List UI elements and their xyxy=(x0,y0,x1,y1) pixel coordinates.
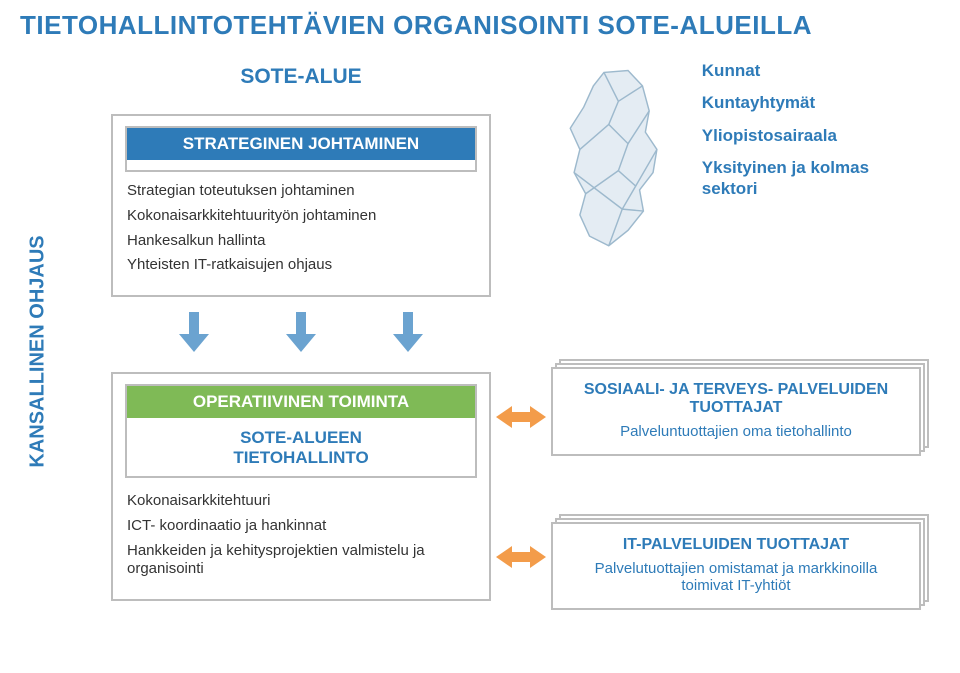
strategic-wrapper: STRATEGINEN JOHTAMINEN xyxy=(125,126,477,172)
down-arrow-icon xyxy=(177,312,211,352)
region-map-icon xyxy=(551,61,686,261)
main-row: KANSALLINEN OHJAUS SOTE-ALUE STRATEGINEN… xyxy=(20,61,940,631)
national-guidance-sidebar: KANSALLINEN OHJAUS xyxy=(20,71,56,631)
right-column: Kunnat Kuntayhtymät Yliopistosairaala Yk… xyxy=(551,61,921,610)
left-column: SOTE-ALUE STRATEGINEN JOHTAMINEN Strateg… xyxy=(111,61,491,601)
operative-items: Kokonaisarkkitehtuuri ICT- koordinaatio … xyxy=(125,478,477,579)
operative-item: Hankkeiden ja kehitysprojektien valmiste… xyxy=(127,542,475,580)
strategic-header: STRATEGINEN JOHTAMINEN xyxy=(127,128,475,160)
entity-label: Kuntayhtymät xyxy=(702,93,921,113)
strategic-item: Hankesalkun hallinta xyxy=(127,232,475,251)
producers-title: SOSIAALI- JA TERVEYS- PALVELUIDEN TUOTTA… xyxy=(567,381,905,417)
strategic-item: Strategian toteutuksen johtaminen xyxy=(127,182,475,201)
operative-item: ICT- koordinaatio ja hankinnat xyxy=(127,517,475,536)
stack-front: SOSIAALI- JA TERVEYS- PALVELUIDEN TUOTTA… xyxy=(551,367,921,456)
it-producers-title: IT-PALVELUIDEN TUOTTAJAT xyxy=(567,536,905,554)
down-arrow-icon xyxy=(284,312,318,352)
strategic-box: STRATEGINEN JOHTAMINEN Strategian toteut… xyxy=(111,114,491,297)
it-producers-sub: Palvelutuottajien omistamat ja markkinoi… xyxy=(567,560,905,594)
right-top: Kunnat Kuntayhtymät Yliopistosairaala Yk… xyxy=(551,61,921,261)
stack-front: IT-PALVELUIDEN TUOTTAJAT Palvelutuottaji… xyxy=(551,522,921,610)
entity-label: Yksityinen ja kolmas sektori xyxy=(702,158,921,199)
entity-label: Yliopistosairaala xyxy=(702,126,921,146)
producers-sub: Palveluntuottajien oma tietohallinto xyxy=(567,423,905,440)
page-title: TIETOHALLINTOTEHTÄVIEN ORGANISOINTI SOTE… xyxy=(20,10,940,41)
down-arrows-row xyxy=(141,312,461,352)
sote-alue-title: SOTE-ALUE xyxy=(111,65,491,89)
strategic-item: Kokonaisarkkitehtuurityön johtaminen xyxy=(127,207,475,226)
page: TIETOHALLINTOTEHTÄVIEN ORGANISOINTI SOTE… xyxy=(0,0,960,673)
operative-box: OPERATIIVINEN TOIMINTA SOTE-ALUEEN TIETO… xyxy=(111,372,491,601)
down-arrow-icon xyxy=(391,312,425,352)
sidebar-label: KANSALLINEN OHJAUS xyxy=(27,235,50,467)
entity-labels: Kunnat Kuntayhtymät Yliopistosairaala Yk… xyxy=(702,61,921,199)
service-producers-box: SOSIAALI- JA TERVEYS- PALVELUIDEN TUOTTA… xyxy=(551,367,921,456)
strategic-items: Strategian toteutuksen johtaminen Kokona… xyxy=(125,172,477,275)
operative-subheader: SOTE-ALUEEN TIETOHALLINTO xyxy=(127,428,475,468)
arrow-operative-to-it xyxy=(496,541,546,578)
operative-header: OPERATIIVINEN TOIMINTA xyxy=(127,386,475,418)
operative-wrapper: OPERATIIVINEN TOIMINTA SOTE-ALUEEN TIETO… xyxy=(125,384,477,478)
arrow-operative-to-producers xyxy=(496,401,546,438)
it-producers-box: IT-PALVELUIDEN TUOTTAJAT Palvelutuottaji… xyxy=(551,522,921,610)
entity-label: Kunnat xyxy=(702,61,921,81)
operative-item: Kokonaisarkkitehtuuri xyxy=(127,492,475,511)
strategic-item: Yhteisten IT-ratkaisujen ohjaus xyxy=(127,256,475,275)
